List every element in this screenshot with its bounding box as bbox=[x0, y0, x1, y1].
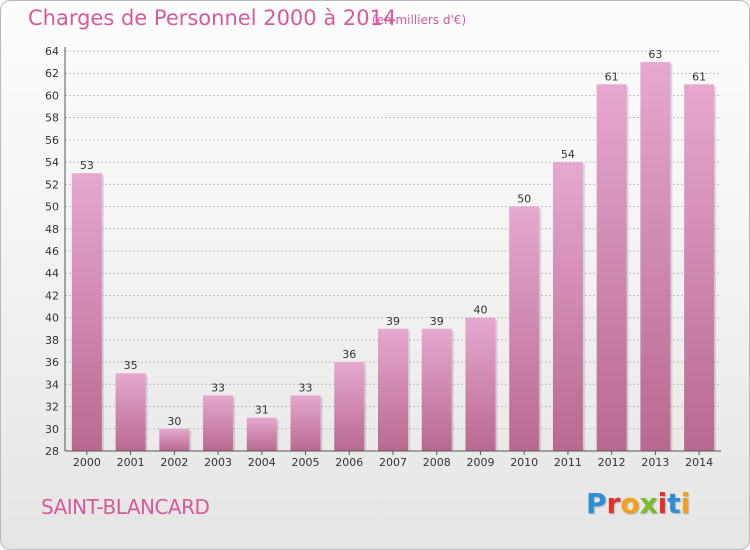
y-tick-label: 30 bbox=[45, 423, 59, 436]
y-tick-label: 54 bbox=[45, 156, 59, 169]
data-label: 53 bbox=[80, 159, 94, 172]
data-label: 35 bbox=[124, 359, 138, 372]
bar bbox=[334, 362, 365, 451]
bar bbox=[290, 395, 321, 451]
x-tick-label: 2013 bbox=[641, 456, 669, 469]
bar bbox=[684, 84, 715, 451]
proxiti-logo: Proxiti bbox=[586, 487, 690, 520]
data-label: 54 bbox=[561, 148, 575, 161]
data-label: 63 bbox=[648, 48, 662, 61]
y-tick-label: 32 bbox=[45, 401, 59, 414]
data-label: 39 bbox=[430, 315, 444, 328]
data-label: 50 bbox=[517, 193, 531, 206]
axes: 28 30 32 34 36 38 40 42 44 46 48 50 52 54 56 58 60 62 64 20… bbox=[45, 45, 721, 469]
y-tick-label: 34 bbox=[45, 378, 59, 391]
bar bbox=[71, 173, 102, 451]
x-tick-label: 2014 bbox=[685, 456, 713, 469]
data-label: 36 bbox=[342, 348, 356, 361]
data-label: 33 bbox=[211, 381, 225, 394]
x-tick-label: 2002 bbox=[160, 456, 188, 469]
bar bbox=[640, 62, 671, 451]
x-tick-label: 2007 bbox=[379, 456, 407, 469]
x-tick-label: 2010 bbox=[510, 456, 538, 469]
y-tick-label: 52 bbox=[45, 178, 59, 191]
y-tick-label: 64 bbox=[45, 45, 59, 58]
data-label: 31 bbox=[255, 404, 269, 417]
logo-letter: r bbox=[606, 487, 621, 520]
x-tick-label: 2003 bbox=[204, 456, 232, 469]
bar bbox=[378, 328, 408, 451]
commune-name: SAINT-BLANCARD bbox=[41, 495, 210, 519]
bar bbox=[115, 373, 146, 451]
x-tick-label: 2008 bbox=[423, 456, 451, 469]
data-label: 61 bbox=[605, 70, 619, 83]
x-tick-label: 2004 bbox=[248, 456, 276, 469]
y-tick-label: 44 bbox=[45, 267, 59, 280]
bar bbox=[246, 417, 277, 451]
y-tick-label: 56 bbox=[45, 134, 59, 147]
data-label: 61 bbox=[692, 70, 706, 83]
y-tick-label: 50 bbox=[45, 201, 59, 214]
x-tick-label: 2009 bbox=[466, 456, 494, 469]
x-tick-label: 2005 bbox=[292, 456, 320, 469]
chart-title: Charges de Personnel 2000 à 2014 bbox=[28, 6, 397, 30]
bar bbox=[509, 206, 540, 451]
bar bbox=[159, 428, 190, 451]
logo-letter: P bbox=[586, 487, 607, 520]
y-tick-label: 46 bbox=[45, 245, 59, 258]
y-tick-label: 38 bbox=[45, 334, 59, 347]
y-tick-label: 60 bbox=[45, 89, 59, 102]
y-tick-label: 28 bbox=[45, 445, 59, 458]
x-tick-label: 2001 bbox=[117, 456, 145, 469]
x-tick-label: 2012 bbox=[598, 456, 626, 469]
data-label: 30 bbox=[167, 415, 181, 428]
bar bbox=[421, 328, 452, 451]
bar bbox=[552, 162, 583, 451]
x-tick-label: 2006 bbox=[335, 456, 363, 469]
chart-subtitle: (en milliers d'€) bbox=[372, 13, 467, 27]
y-tick-label: 42 bbox=[45, 289, 59, 302]
bars: 53 35 30 33 31 33 36 39 39 40 50 54 61 63 61 bbox=[71, 48, 717, 451]
logo-letter: i bbox=[657, 487, 668, 520]
logo-letter: i bbox=[680, 487, 691, 520]
y-tick-label: 58 bbox=[45, 112, 59, 125]
logo-letter: o bbox=[620, 487, 640, 520]
y-tick-label: 62 bbox=[45, 67, 59, 80]
x-tick-label: 2000 bbox=[73, 456, 101, 469]
bar bbox=[203, 395, 234, 451]
y-tick-label: 36 bbox=[45, 356, 59, 369]
logo-letter: t bbox=[667, 487, 681, 520]
bar bbox=[465, 317, 496, 451]
data-label: 39 bbox=[386, 315, 400, 328]
data-label: 33 bbox=[299, 381, 313, 394]
y-tick-label: 40 bbox=[45, 312, 59, 325]
y-tick-label: 48 bbox=[45, 223, 59, 236]
x-tick-label: 2011 bbox=[554, 456, 582, 469]
data-label: 40 bbox=[473, 304, 487, 317]
logo-letter: x bbox=[639, 487, 658, 520]
bar bbox=[596, 84, 627, 451]
